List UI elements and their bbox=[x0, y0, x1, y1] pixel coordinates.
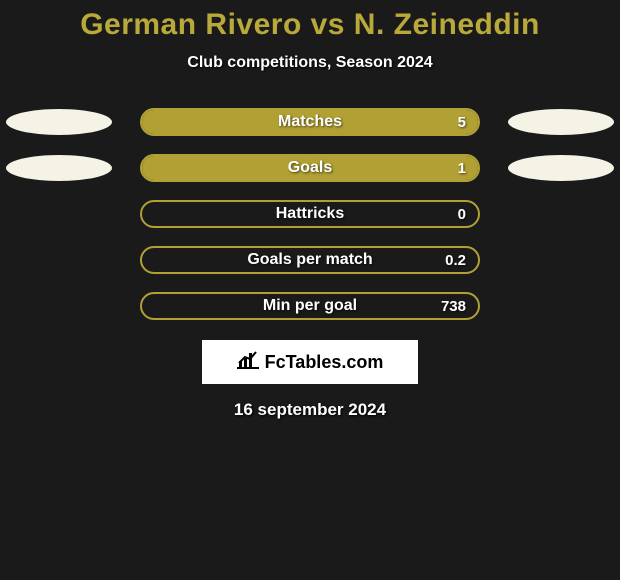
stat-value: 0 bbox=[458, 206, 466, 223]
player-left-marker bbox=[6, 109, 112, 135]
stat-bar: Hattricks 0 bbox=[140, 200, 480, 228]
stat-row: Matches 5 bbox=[0, 108, 620, 136]
stat-rows: Matches 5 Goals 1 Hattricks 0 Goals per match 0… bbox=[0, 108, 620, 320]
stat-bar: Goals 1 bbox=[140, 154, 480, 182]
subtitle: Club competitions, Season 2024 bbox=[0, 54, 620, 72]
stat-label: Min per goal bbox=[263, 297, 357, 315]
player-right-marker bbox=[508, 109, 614, 135]
comparison-card: German Rivero vs N. Zeineddin Club compe… bbox=[0, 0, 620, 580]
stat-bar: Matches 5 bbox=[140, 108, 480, 136]
player-right-marker bbox=[508, 155, 614, 181]
stat-value: 5 bbox=[458, 114, 466, 131]
date-label: 16 september 2024 bbox=[0, 400, 620, 420]
stat-row: Goals per match 0.2 bbox=[0, 246, 620, 274]
logo-box[interactable]: FcTables.com bbox=[202, 340, 418, 384]
logo-text: FcTables.com bbox=[265, 352, 384, 373]
stat-value: 738 bbox=[441, 298, 466, 315]
stat-label: Goals bbox=[288, 159, 332, 177]
stat-row: Min per goal 738 bbox=[0, 292, 620, 320]
stat-bar: Min per goal 738 bbox=[140, 292, 480, 320]
stat-row: Goals 1 bbox=[0, 154, 620, 182]
stat-row: Hattricks 0 bbox=[0, 200, 620, 228]
player-left-marker bbox=[6, 155, 112, 181]
stat-label: Goals per match bbox=[247, 251, 372, 269]
page-title: German Rivero vs N. Zeineddin bbox=[0, 8, 620, 42]
chart-icon bbox=[237, 349, 259, 375]
stat-label: Matches bbox=[278, 113, 342, 131]
stat-value: 0.2 bbox=[445, 252, 466, 269]
stat-label: Hattricks bbox=[276, 205, 344, 223]
stat-bar: Goals per match 0.2 bbox=[140, 246, 480, 274]
stat-value: 1 bbox=[458, 160, 466, 177]
